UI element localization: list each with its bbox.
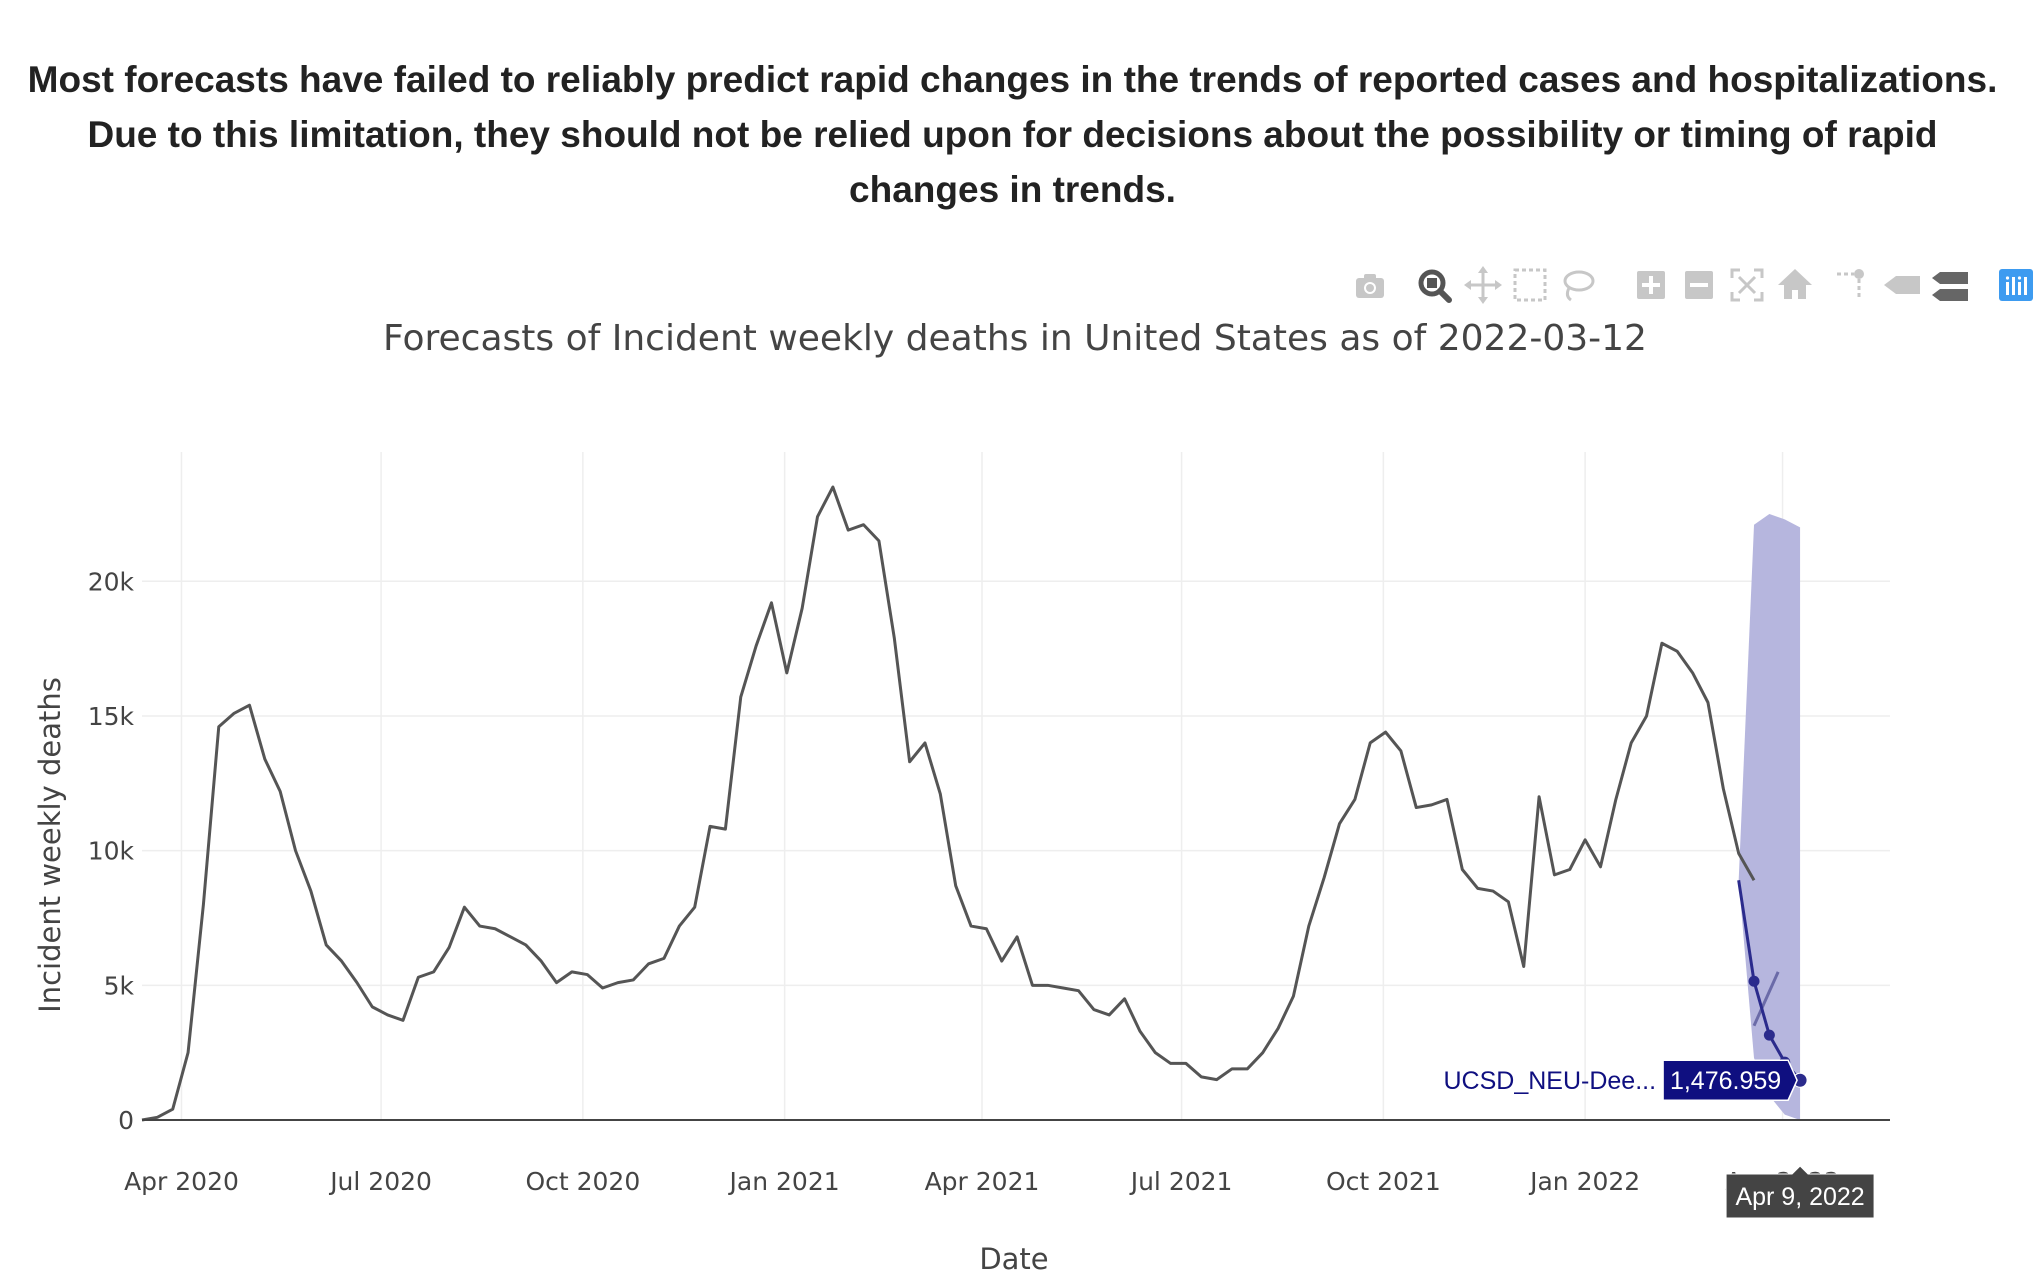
lasso-select-icon[interactable] <box>1557 262 1597 308</box>
pan-icon[interactable] <box>1463 262 1503 308</box>
plot-modebar <box>1350 262 2040 308</box>
x-tick-label: Apr 2020 <box>124 1167 239 1196</box>
x-tick-label: Jan 2022 <box>1528 1167 1640 1196</box>
zoom-out-icon[interactable] <box>1679 262 1719 308</box>
hover-value-box <box>1662 1059 1798 1101</box>
zoom-in-icon[interactable] <box>1631 262 1671 308</box>
reset-axes-icon[interactable] <box>1775 262 1815 308</box>
disclaimer-line-3: changes in trends. <box>849 169 1176 210</box>
hover-closest-icon[interactable] <box>1882 262 1922 308</box>
y-tick-label: 15k <box>88 702 135 731</box>
plotly-logo-icon[interactable] <box>1996 262 2036 308</box>
y-tick-label: 5k <box>104 971 135 1000</box>
forecast-disclaimer: Most forecasts have failed to reliably p… <box>0 52 2025 217</box>
hover-date-label: Apr 9, 2022 <box>1735 1183 1864 1211</box>
disclaimer-line-1: Most forecasts have failed to reliably p… <box>27 59 1998 100</box>
forecast-point <box>1748 975 1760 987</box>
spike-lines-icon[interactable] <box>1833 262 1873 308</box>
box-select-icon[interactable] <box>1510 262 1550 308</box>
x-tick-label: Oct 2021 <box>1326 1167 1441 1196</box>
y-tick-label: 10k <box>88 837 135 866</box>
hover-series-label: UCSD_NEU-Dee... <box>1444 1067 1657 1095</box>
x-tick-label: Jan 2021 <box>728 1167 840 1196</box>
y-axis-title: Incident weekly deaths <box>33 677 67 1013</box>
prediction-interval-layer <box>1738 513 1801 1120</box>
forecast-point <box>1763 1029 1775 1041</box>
hover-date-box <box>1725 1165 1875 1219</box>
axes-layer: Apr 2020 Jul 2020 Oct 2020 Jan 2021 Apr 2021… <box>88 567 1890 1196</box>
secondary-forecast-segment <box>1752 971 1780 1027</box>
forecast-interval-band <box>1738 513 1801 1120</box>
zoom-icon[interactable] <box>1415 262 1455 308</box>
hover-value-label: 1,476.959 <box>1670 1067 1781 1095</box>
hover-layer: 1,476.959 UCSD_NEU-Dee... Apr 9, 2022 <box>1444 1059 1875 1219</box>
chart-title: Forecasts of Incident weekly deaths in U… <box>383 318 1647 359</box>
hover-compare-icon[interactable] <box>1930 262 1970 308</box>
x-tick-label: Oct 2020 <box>525 1167 640 1196</box>
x-tick-label: Apr 2021 <box>925 1167 1040 1196</box>
x-tick-label: Jul 2020 <box>328 1167 432 1196</box>
y-tick-label: 20k <box>88 567 135 596</box>
x-tick-label: Jul 2021 <box>1129 1167 1233 1196</box>
observed-deaths-line <box>141 485 1756 1122</box>
x-axis-title: Date <box>979 1242 1048 1274</box>
y-tick-label: 0 <box>118 1106 134 1135</box>
camera-icon[interactable] <box>1350 262 1390 308</box>
disclaimer-line-2: Due to this limitation, they should not … <box>87 114 1938 155</box>
autoscale-icon[interactable] <box>1727 262 1767 308</box>
